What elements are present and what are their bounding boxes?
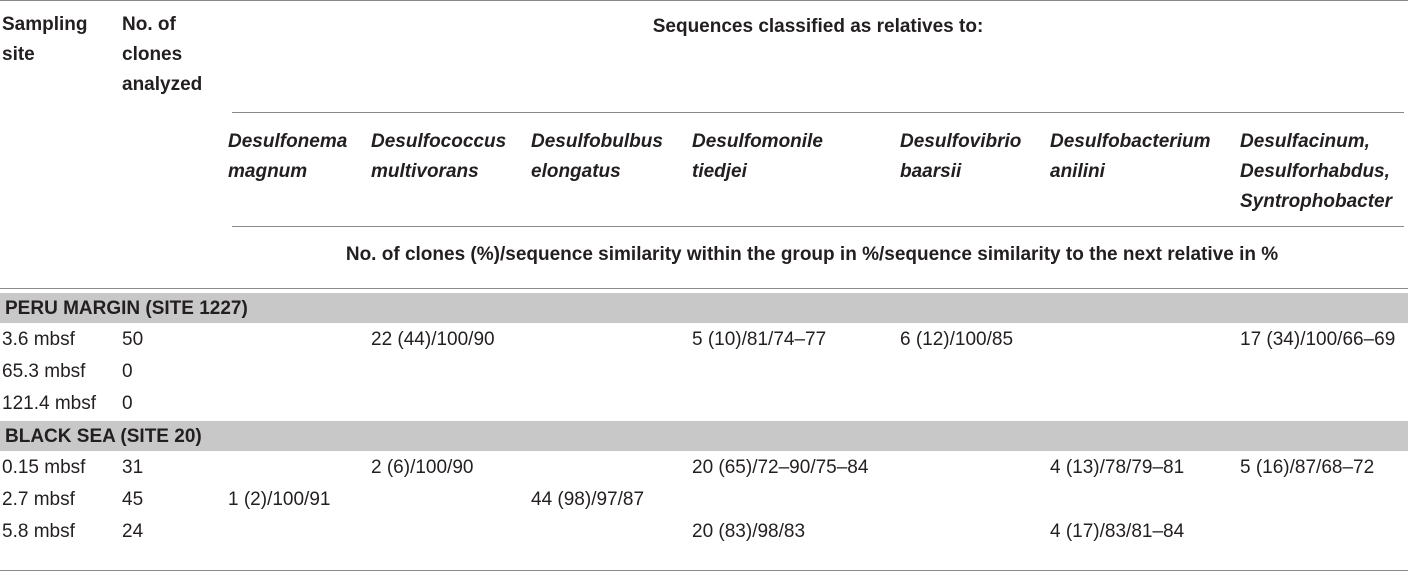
- column-header-clones-analyzed: No. of clones analyzed: [122, 14, 203, 95]
- group-header-desulfacinum: Desulfacinum, Desulforhabdus, Syntrophobac…: [1240, 131, 1393, 212]
- value-cell: 22 (44)/100/90: [371, 329, 495, 350]
- clones-cell: 0: [122, 361, 133, 382]
- value-cell: 17 (34)/100/66–69: [1240, 329, 1396, 350]
- value-cell: 20 (65)/72–90/75–84: [692, 457, 869, 478]
- column-header-sampling-site: Sampling site: [2, 14, 88, 65]
- group-header-desulfobulbus: Desulfobulbus elongatus: [531, 131, 663, 182]
- value-cell: 1 (2)/100/91: [228, 489, 331, 510]
- section-band-black-sea: [0, 421, 1408, 451]
- group-header-desulfovibrio: Desulfovibrio baarsii: [900, 131, 1022, 182]
- bottom-rule: [0, 570, 1408, 571]
- clones-cell: 50: [122, 329, 144, 350]
- units-rule: [232, 226, 1404, 227]
- group-header-desulfomonile: Desulfomonile tiedjei: [692, 131, 823, 182]
- site-cell: 0.15 mbsf: [2, 457, 86, 478]
- clones-cell: 31: [122, 457, 144, 478]
- group-header-desulfobacterium: Desulfobacterium anilini: [1050, 131, 1211, 182]
- top-rule: [0, 0, 1408, 1]
- clones-cell: 24: [122, 521, 144, 542]
- section-title: BLACK SEA (SITE 20): [5, 426, 202, 447]
- site-cell: 121.4 mbsf: [2, 393, 96, 414]
- clones-cell: 45: [122, 489, 144, 510]
- span-rule: [232, 112, 1404, 113]
- value-cell: 5 (10)/81/74–77: [692, 329, 827, 350]
- site-cell: 65.3 mbsf: [2, 361, 86, 382]
- units-note: No. of clones (%)/sequence similarity wi…: [345, 244, 1279, 265]
- header-bottom-rule: [0, 288, 1408, 289]
- group-header-desulfococcus: Desulfococcus multivorans: [371, 131, 507, 182]
- value-cell: 5 (16)/87/68–72: [1240, 457, 1375, 478]
- value-cell: 20 (83)/98/83: [692, 521, 806, 542]
- section-band-peru: [0, 293, 1408, 323]
- value-cell: 4 (13)/78/79–81: [1050, 457, 1185, 478]
- span-header: Sequences classified as relatives to:: [652, 16, 984, 37]
- site-cell: 2.7 mbsf: [2, 489, 75, 510]
- group-header-desulfonema: Desulfonema magnum: [228, 131, 348, 182]
- section-title: PERU MARGIN (SITE 1227): [5, 298, 248, 319]
- value-cell: 2 (6)/100/90: [371, 457, 474, 478]
- value-cell: 6 (12)/100/85: [900, 329, 1014, 350]
- site-cell: 3.6 mbsf: [2, 329, 75, 350]
- value-cell: 44 (98)/97/87: [531, 489, 645, 510]
- value-cell: 4 (17)/83/81–84: [1050, 521, 1185, 542]
- clones-cell: 0: [122, 393, 133, 414]
- site-cell: 5.8 mbsf: [2, 521, 75, 542]
